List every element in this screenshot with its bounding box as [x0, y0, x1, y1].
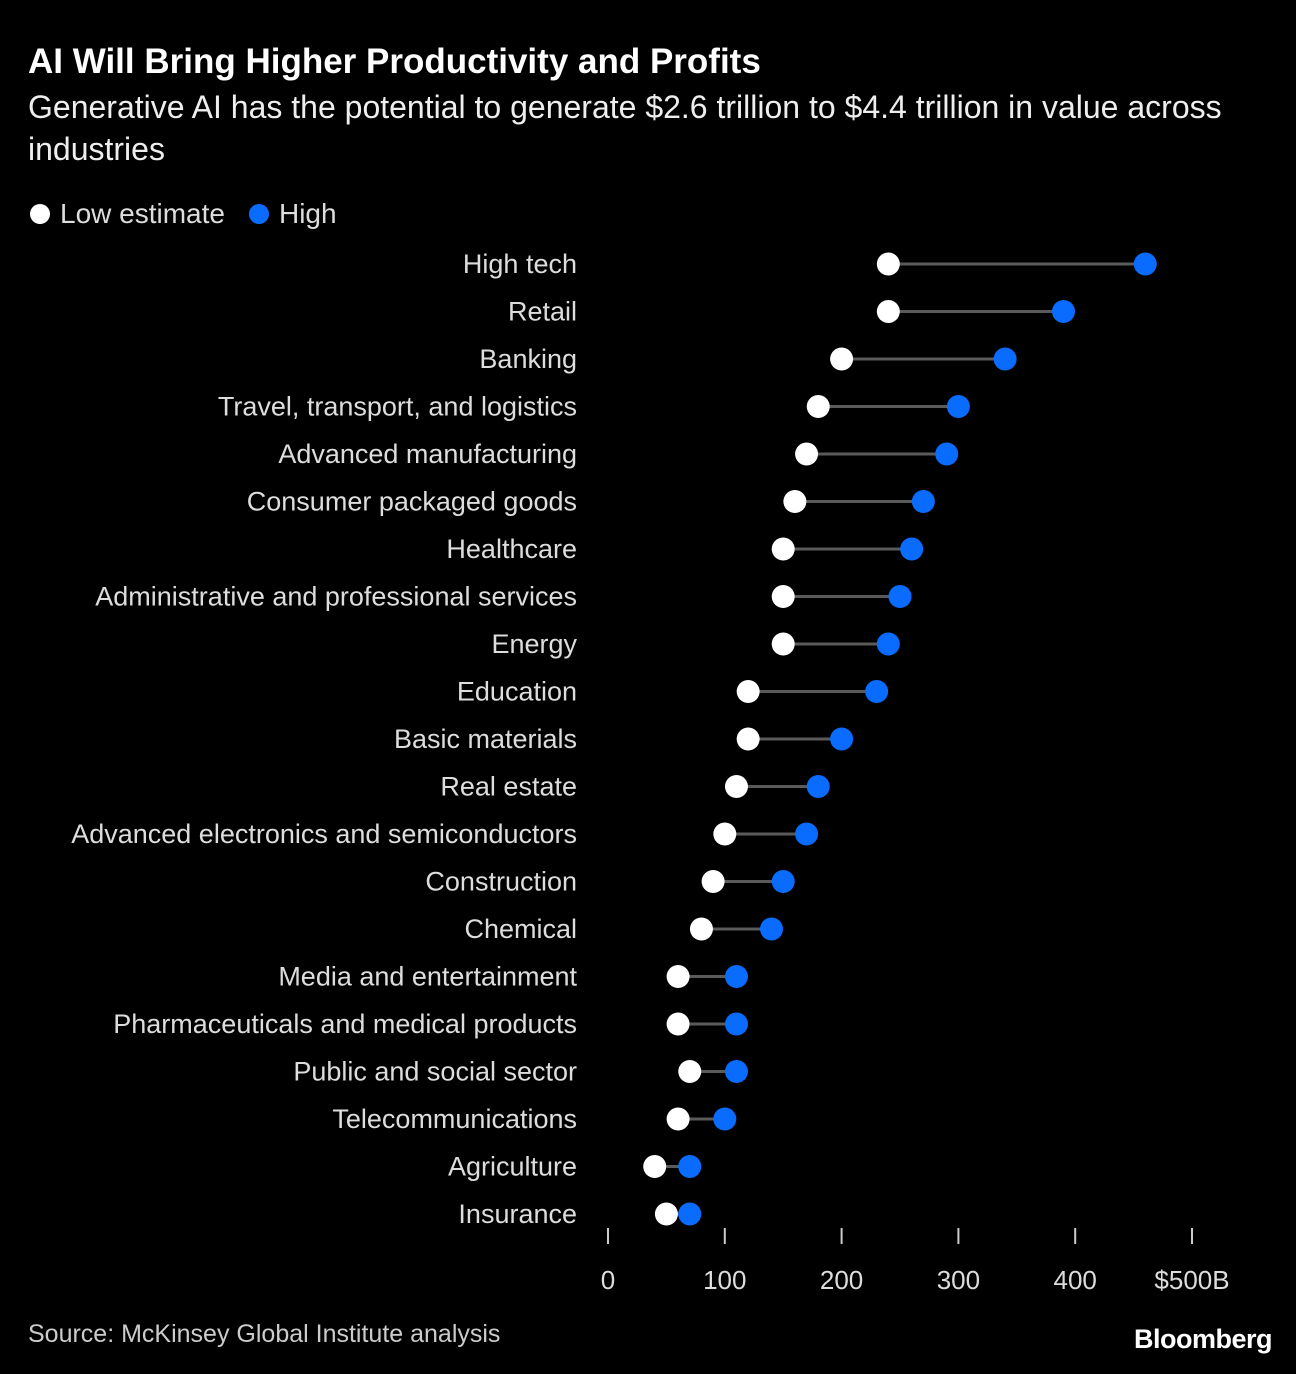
category-label: Insurance	[458, 1199, 577, 1229]
low-estimate-point	[724, 775, 748, 798]
category-label: Agriculture	[448, 1152, 577, 1182]
low-estimate-point	[666, 1012, 690, 1036]
low-estimate-point	[771, 585, 795, 608]
high-estimate-point	[724, 965, 748, 988]
legend-high-marker	[248, 204, 269, 224]
high-estimate-point	[900, 537, 924, 561]
category-label: Healthcare	[446, 534, 577, 564]
x-tick-label: 100	[703, 1265, 746, 1295]
category-label: Travel, transport, and logistics	[218, 392, 577, 422]
category-label: Real estate	[440, 772, 577, 802]
category-label: Advanced electronics and semiconductors	[71, 819, 577, 849]
low-estimate-point	[678, 1060, 702, 1083]
category-label: High tech	[463, 249, 577, 279]
high-estimate-point	[911, 490, 935, 513]
category-label: Advanced manufacturing	[278, 439, 577, 469]
low-estimate-point	[795, 442, 819, 466]
high-estimate-point	[724, 1012, 748, 1036]
category-label: Public and social sector	[293, 1057, 577, 1087]
low-estimate-point	[666, 1107, 690, 1131]
low-estimate-point	[771, 632, 795, 656]
bloomberg-logo: Bloomberg	[1133, 1324, 1273, 1354]
low-estimate-point	[701, 870, 725, 893]
high-estimate-point	[876, 632, 900, 656]
high-estimate-point	[760, 917, 784, 941]
high-estimate-point	[795, 822, 819, 846]
category-label: Retail	[508, 297, 577, 327]
legend-low-label: Low estimate	[60, 198, 225, 229]
category-label: Basic materials	[394, 724, 577, 754]
high-estimate-point	[865, 680, 889, 703]
high-estimate-point	[946, 395, 970, 418]
high-estimate-point	[1052, 300, 1076, 323]
high-estimate-point	[888, 585, 912, 608]
high-estimate-point	[678, 1202, 702, 1226]
legend-high-label: High	[278, 198, 337, 229]
low-estimate-point	[736, 727, 760, 751]
high-estimate-point	[771, 870, 795, 893]
x-tick-label: 200	[820, 1265, 863, 1295]
high-estimate-point	[830, 727, 854, 751]
high-estimate-point	[724, 1060, 748, 1083]
high-estimate-point	[935, 442, 959, 466]
high-estimate-point	[713, 1107, 737, 1131]
low-estimate-point	[643, 1155, 667, 1178]
x-tick-label: 300	[937, 1265, 980, 1295]
low-estimate-point	[771, 537, 795, 561]
low-estimate-point	[806, 395, 830, 418]
low-estimate-point	[876, 252, 900, 276]
category-label: Telecommunications	[332, 1104, 577, 1134]
high-estimate-point	[806, 775, 830, 798]
high-estimate-point	[1133, 252, 1157, 276]
category-label: Education	[457, 677, 577, 707]
x-tick-label: 0	[601, 1265, 615, 1295]
low-estimate-point	[736, 680, 760, 703]
chart-title: AI Will Bring Higher Productivity and Pr…	[28, 42, 761, 81]
category-label: Administrative and professional services	[95, 582, 577, 612]
source-note: Source: McKinsey Global Institute analys…	[28, 1320, 501, 1348]
chart-subtitle: Generative AI has the potential to gener…	[28, 89, 1222, 167]
legend-low-marker	[30, 204, 50, 224]
low-estimate-point	[654, 1202, 678, 1226]
low-estimate-point	[689, 917, 713, 941]
low-estimate-point	[830, 347, 854, 371]
low-estimate-point	[876, 300, 900, 323]
category-label: Construction	[425, 867, 577, 897]
x-tick-label: 400	[1054, 1265, 1097, 1295]
legend: Low estimate High	[30, 198, 337, 230]
high-estimate-point	[678, 1155, 702, 1178]
category-label: Media and entertainment	[278, 962, 577, 992]
category-label: Banking	[479, 344, 577, 374]
category-label: Pharmaceuticals and medical products	[113, 1009, 577, 1039]
high-estimate-point	[993, 347, 1017, 371]
low-estimate-point	[713, 822, 737, 846]
low-estimate-point	[666, 965, 690, 988]
low-estimate-point	[783, 490, 807, 513]
category-label: Consumer packaged goods	[247, 487, 577, 517]
category-label: Chemical	[464, 914, 577, 944]
x-tick-label: $500B	[1154, 1265, 1229, 1295]
category-label: Energy	[491, 629, 577, 659]
